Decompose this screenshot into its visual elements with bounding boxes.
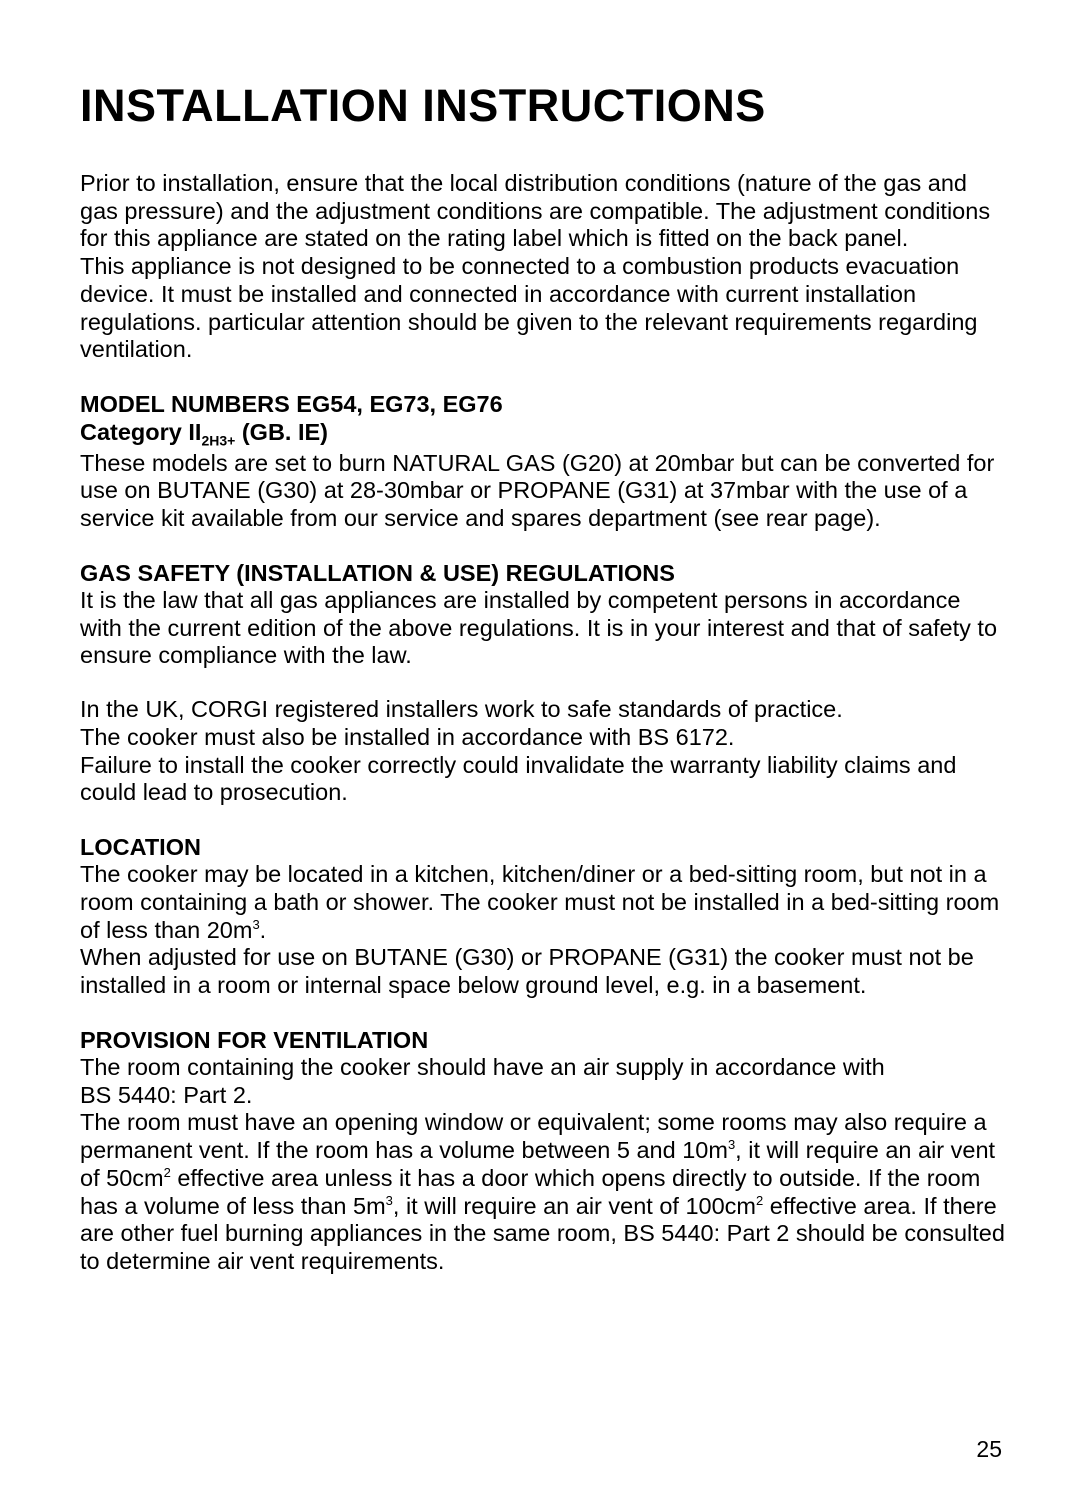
vent-p1: The room containing the cooker should ha… [80, 1054, 1005, 1109]
intro-p2: This appliance is not designed to be con… [80, 253, 1005, 364]
vent-s2: 2 [164, 1165, 171, 1180]
models-head: MODEL NUMBERS EG54, EG73, EG76 [80, 390, 1005, 418]
vent-p2d: , it will require an air vent of 100cm [393, 1193, 756, 1219]
gas-safety-p2: In the UK, CORGI registered installers w… [80, 696, 1005, 807]
gs-p2a: In the UK, CORGI registered installers w… [80, 696, 843, 722]
cat-post: (GB. IE) [235, 419, 328, 445]
gas-safety-p1: It is the law that all gas appliances ar… [80, 587, 1005, 670]
cat-pre: Category II [80, 419, 201, 445]
location-p2: When adjusted for use on BUTANE (G30) or… [80, 944, 1005, 999]
models-category: Category II2H3+ (GB. IE) [80, 418, 1005, 449]
location-p1: The cooker may be located in a kitchen, … [80, 861, 1005, 944]
page-number: 25 [976, 1436, 1002, 1463]
cat-sub: 2H3+ [201, 433, 235, 449]
location-head: LOCATION [80, 833, 1005, 861]
ventilation-head: PROVISION FOR VENTILATION [80, 1026, 1005, 1054]
vent-s3: 3 [386, 1193, 393, 1208]
loc-p1a: The cooker may be located in a kitchen, … [80, 861, 999, 942]
loc-p1a-sup: 3 [252, 917, 259, 932]
intro-section: Prior to installation, ensure that the l… [80, 170, 1005, 364]
gas-safety-section: GAS SAFETY (INSTALLATION & USE) REGULATI… [80, 559, 1005, 807]
location-section: LOCATION The cooker may be located in a … [80, 833, 1005, 1000]
page-title: INSTALLATION INSTRUCTIONS [80, 80, 1005, 132]
intro-p1: Prior to installation, ensure that the l… [80, 170, 1005, 253]
models-section: MODEL NUMBERS EG54, EG73, EG76 Category … [80, 390, 1005, 533]
vent-p1a: The room containing the cooker should ha… [80, 1054, 885, 1080]
gas-safety-head: GAS SAFETY (INSTALLATION & USE) REGULATI… [80, 559, 1005, 587]
gs-p2b: The cooker must also be installed in acc… [80, 724, 734, 750]
models-body: These models are set to burn NATURAL GAS… [80, 450, 1005, 533]
vent-p1b: BS 5440: Part 2. [80, 1082, 252, 1108]
gs-p2c: Failure to install the cooker correctly … [80, 752, 956, 806]
ventilation-section: PROVISION FOR VENTILATION The room conta… [80, 1026, 1005, 1276]
vent-p2: The room must have an opening window or … [80, 1109, 1005, 1275]
loc-p1a-end: . [260, 917, 267, 943]
